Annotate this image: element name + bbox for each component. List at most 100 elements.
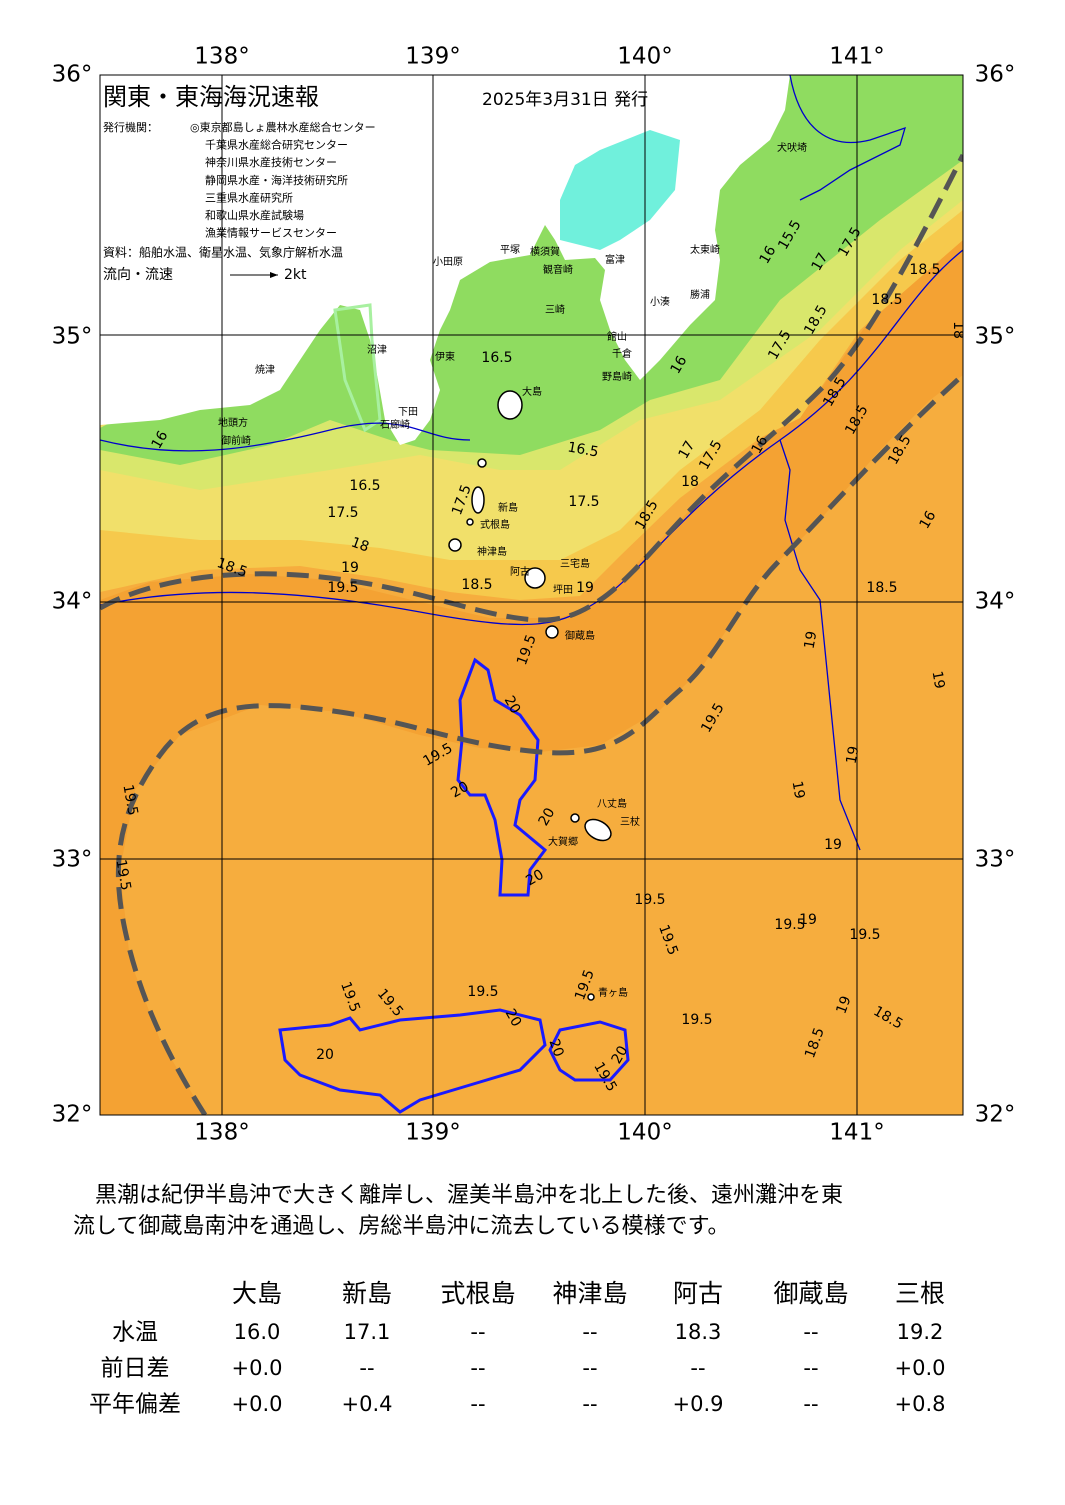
contour-label: 19 (833, 994, 854, 1016)
issuers-label: 発行機関： (103, 120, 158, 134)
table-header: 御蔵島 (773, 1279, 848, 1308)
lon-label: 141° (829, 1120, 884, 1146)
contour-label: 16.5 (481, 350, 512, 366)
issuer: 和歌山県水産試験場 (205, 208, 304, 222)
table-cell: -- (803, 1356, 818, 1380)
legend-arrowhead (270, 272, 278, 278)
place-name: 千倉 (612, 347, 632, 360)
place-name: 下田 (398, 407, 418, 418)
place-name: 式根島 (480, 518, 510, 531)
place-name: 阿古 (510, 565, 530, 578)
table-cell: -- (582, 1320, 597, 1344)
contour-label: 20 (502, 1006, 525, 1029)
source: 資料：船舶水温、衛星水温、気象庁解析水温 (103, 245, 343, 260)
kuroshio-area (100, 155, 963, 1115)
contour-label: 20 (523, 867, 546, 890)
contour-label: 18.5 (461, 577, 492, 593)
lon-label: 140° (617, 1120, 672, 1146)
table-cell: +0.0 (232, 1356, 283, 1380)
contour-label: 18.5 (871, 292, 902, 308)
lat-label: 33° (52, 847, 93, 873)
place-name: 新島 (498, 501, 518, 514)
place-name: 大島 (522, 385, 542, 398)
sea-cold (100, 75, 963, 465)
contour-label: 18.5 (909, 262, 940, 278)
place-name: 大賀郷 (548, 835, 578, 848)
contour-label: 19 (789, 780, 808, 800)
contour-label: 20 (501, 693, 524, 716)
table-header: 阿古 (673, 1279, 723, 1308)
issuer: 静岡県水産・海洋技術研究所 (205, 173, 348, 187)
place-name: 太東崎 (690, 243, 720, 256)
place-name: 犬吠埼 (777, 141, 807, 154)
table-cell: -- (803, 1320, 818, 1344)
issuer: 漁業情報サービスセンター (205, 226, 337, 240)
map-frame (99, 74, 964, 1116)
table-cell: 18.3 (675, 1320, 722, 1344)
table-cell: -- (470, 1320, 485, 1344)
table-cell: -- (582, 1356, 597, 1380)
table-cell: -- (582, 1392, 597, 1416)
place-name: 横須賀 (530, 245, 560, 258)
contour-label: 16 (149, 428, 172, 452)
place-name: 御蔵島 (565, 629, 595, 642)
contour-label: 20 (316, 1047, 334, 1063)
contour-label: 16.5 (566, 439, 599, 460)
place-name: 沼津 (367, 343, 387, 356)
contour-label: 20 (536, 805, 559, 828)
table-cell: 16.0 (234, 1320, 281, 1344)
place-name: 小田原 (433, 256, 463, 268)
place-name: 地頭方 (218, 416, 248, 429)
place-name: 三崎 (545, 303, 565, 316)
contour-label: 19.5 (327, 580, 358, 596)
isotherms (100, 75, 963, 851)
table-cell: +0.0 (895, 1356, 946, 1380)
table-cell: -- (690, 1356, 705, 1380)
lat-label: 32° (52, 1102, 93, 1128)
place-name: 御前崎 (221, 434, 251, 447)
table-header: 大島 (232, 1279, 282, 1308)
lat-label: 35° (52, 324, 93, 350)
place-name: 小湊 (650, 295, 670, 308)
contour-label: 19 (799, 912, 817, 928)
lat-label: 36° (52, 62, 93, 88)
summary-line: 流して御蔵島南沖を通過し、房総半島沖に流去している模様です。 (73, 1214, 729, 1239)
contour-label: 19.5 (119, 783, 140, 816)
lat-label: 32° (975, 1102, 1016, 1128)
lat-label: 33° (975, 847, 1016, 873)
place-name: 伊東 (435, 350, 455, 363)
place-name: 焼津 (255, 364, 275, 376)
issuer: 神奈川県水産技術センター (205, 155, 337, 169)
contour-label: 18.5 (866, 580, 897, 596)
contour-label: 20 (448, 779, 471, 802)
table-cell: -- (359, 1356, 374, 1380)
table-header: 式根島 (440, 1279, 515, 1308)
place-name: 神津島 (477, 545, 507, 558)
summary-line: 黒潮は紀伊半島沖で大きく離岸し、渥美半島沖を北上した後、遠州灘沖を東 (95, 1183, 843, 1208)
kuroshio-axis (100, 153, 963, 1115)
place-name: 富津 (605, 253, 625, 266)
place-name: 三杖 (620, 815, 640, 828)
contour-label: 19.5 (634, 892, 665, 908)
contour-label: 16 (749, 433, 772, 457)
contour-label: 17.5 (568, 494, 599, 510)
place-name: 石廊崎 (380, 418, 410, 431)
contour-label: 17.5 (327, 505, 358, 521)
contour-label: 18 (681, 474, 699, 490)
table-header: 神津島 (552, 1279, 627, 1308)
table-cell: +0.8 (895, 1392, 946, 1416)
place-name: 平塚 (500, 244, 520, 256)
issuer: 三重県水産研究所 (205, 190, 293, 204)
contour-label: 19.5 (112, 858, 133, 891)
lon-label: 139° (405, 44, 460, 70)
table-cell: +0.9 (673, 1392, 724, 1416)
lat-label: 35° (975, 324, 1016, 350)
place-name: 野島崎 (602, 370, 632, 383)
contour-label: 19 (929, 670, 948, 690)
lon-label: 138° (194, 44, 249, 70)
contour-label: 19 (802, 630, 821, 650)
table-cell: -- (470, 1356, 485, 1380)
lon-label: 140° (617, 44, 672, 70)
table-cell: 19.2 (897, 1320, 944, 1344)
